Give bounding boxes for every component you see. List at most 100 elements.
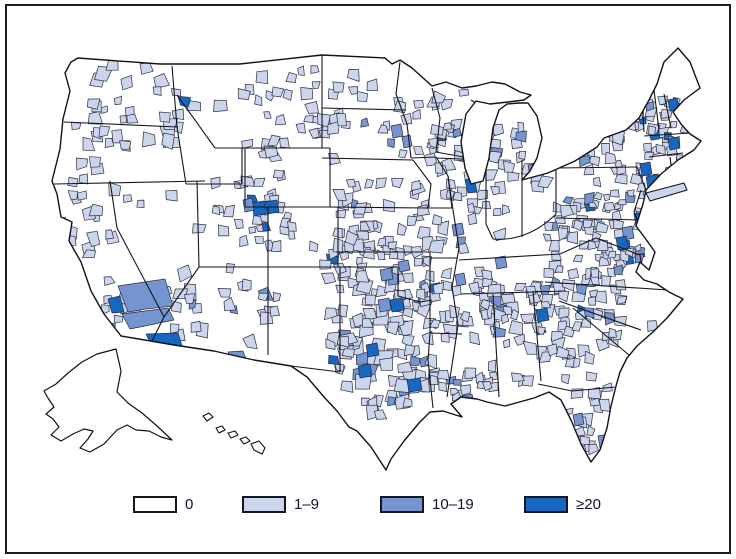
county-shape	[287, 221, 297, 232]
county-shape	[89, 156, 101, 168]
county-shape	[177, 264, 193, 283]
county-shape	[267, 134, 281, 147]
county-shape	[671, 167, 684, 178]
county-shape	[551, 331, 563, 342]
county-shape	[562, 75, 573, 87]
county-shape	[410, 355, 421, 366]
county-shape	[487, 359, 497, 373]
county-shape	[592, 191, 603, 201]
county-shape	[413, 99, 424, 109]
county-shape	[211, 205, 220, 216]
county-shape	[578, 155, 591, 168]
county-shape	[514, 283, 527, 292]
county-shape	[356, 90, 368, 103]
county-shape	[572, 412, 585, 427]
county-shape	[588, 201, 598, 208]
county-shape	[557, 227, 569, 241]
county-shape	[627, 93, 638, 103]
county-shape	[594, 126, 605, 139]
county-shape	[681, 113, 691, 122]
county-shape	[184, 293, 195, 304]
county-shape	[153, 73, 170, 89]
county-shape	[604, 122, 615, 132]
county-shape	[467, 212, 478, 225]
county-shape	[401, 134, 413, 149]
county-shape	[402, 308, 414, 319]
county-shape	[165, 190, 178, 202]
county-shape	[272, 292, 281, 303]
county-shape	[346, 178, 356, 188]
county-shape	[171, 108, 185, 121]
county-shape	[472, 167, 484, 178]
county-shape	[192, 223, 207, 234]
state-border-line	[663, 93, 672, 129]
state-border-line	[558, 300, 642, 331]
county-shape	[332, 188, 347, 202]
county-shape	[309, 240, 319, 252]
county-shape	[388, 250, 398, 260]
state-border-line	[431, 87, 441, 153]
county-shape	[421, 331, 434, 346]
legend-item-1-9: 1–9	[242, 494, 319, 514]
county-shape	[612, 79, 622, 89]
county-shape	[345, 230, 359, 246]
county-shape	[618, 89, 629, 101]
county-shape	[327, 120, 340, 135]
county-shape	[413, 145, 425, 155]
county-shape	[391, 177, 404, 189]
county-shape	[591, 131, 599, 143]
county-shape	[210, 176, 221, 190]
county-shape	[454, 272, 467, 287]
county-shape	[397, 361, 414, 373]
county-shape	[615, 109, 629, 125]
county-shape	[663, 177, 674, 187]
county-shape	[494, 255, 508, 270]
county-shape	[253, 177, 266, 188]
county-shape	[324, 307, 338, 321]
county-shape	[378, 357, 393, 371]
county-shape	[551, 250, 562, 261]
county-shape	[440, 331, 450, 343]
county-shape	[535, 307, 550, 323]
county-shape	[362, 307, 377, 321]
legend-swatch-0	[133, 495, 177, 513]
county-shape	[406, 215, 418, 226]
mainland-outline	[52, 48, 701, 470]
county-shape	[672, 243, 682, 254]
county-shape	[223, 297, 237, 312]
county-shape	[136, 199, 145, 208]
county-shape	[457, 243, 470, 254]
county-shape	[618, 79, 627, 88]
county-shape	[106, 322, 116, 334]
county-shape	[607, 267, 616, 277]
county-shape	[52, 218, 62, 230]
county-shape	[667, 136, 681, 151]
county-shape	[66, 234, 77, 246]
state-border-line	[321, 107, 407, 111]
state-border-line	[555, 217, 642, 221]
county-shape	[571, 321, 583, 332]
state-border-line	[53, 180, 206, 185]
county-shape	[269, 305, 280, 317]
county-shape	[67, 190, 78, 201]
county-shape	[254, 94, 263, 106]
county-shape	[598, 398, 611, 412]
legend-item-20plus: ≥20	[524, 494, 601, 514]
county-shape	[366, 78, 378, 92]
county-shape	[577, 143, 589, 155]
county-shape	[379, 267, 394, 282]
county-shape	[613, 264, 623, 276]
state-border-line	[648, 152, 684, 158]
county-shape	[325, 338, 336, 350]
county-shape	[643, 142, 652, 153]
county-shape	[670, 168, 680, 178]
county-shape	[88, 203, 103, 217]
county-shape	[597, 239, 609, 251]
state-border-line	[572, 307, 630, 356]
county-shape	[282, 88, 293, 101]
county-shape	[562, 196, 574, 205]
county-shape	[667, 97, 680, 112]
state-border-line	[176, 94, 216, 149]
county-shape	[412, 109, 421, 120]
state-border-line	[176, 126, 187, 185]
